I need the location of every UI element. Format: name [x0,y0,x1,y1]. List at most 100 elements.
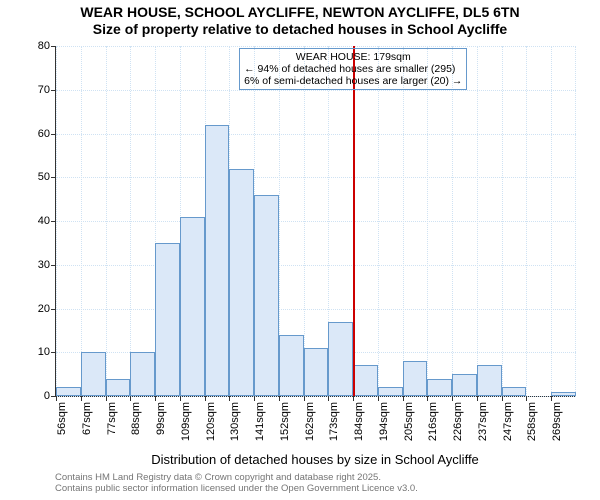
reference-line [353,46,355,396]
ytick-label: 50 [38,171,56,183]
histogram-bar [130,352,155,396]
attribution: Contains HM Land Registry data © Crown c… [55,472,418,495]
xtick-mark [81,396,82,401]
gridline-v [551,46,552,396]
attribution-line-2: Contains public sector information licen… [55,483,418,494]
gridline-v [427,46,428,396]
histogram-bar [180,217,205,396]
histogram-bar [279,335,304,396]
gridline-v [106,46,107,396]
xtick-mark [254,396,255,401]
histogram-bar [328,322,353,396]
histogram-bar [81,352,106,396]
xtick-mark [427,396,428,401]
xtick-label: 247sqm [502,402,514,441]
histogram-bar [353,365,378,396]
gridline-h [56,46,576,47]
xtick-mark [452,396,453,401]
title-line-2: Size of property relative to detached ho… [0,21,600,38]
xtick-mark [526,396,527,401]
xtick-label: 269sqm [551,402,563,441]
histogram-bar [56,387,81,396]
gridline-v [575,46,576,396]
gridline-h [56,177,576,178]
gridline-h [56,309,576,310]
xtick-label: 162sqm [304,402,316,441]
xtick-label: 99sqm [155,402,167,435]
xtick-label: 130sqm [229,402,241,441]
xtick-mark [229,396,230,401]
histogram-bar [155,243,180,396]
histogram-bar [229,169,254,397]
ytick-label: 60 [38,128,56,140]
gridline-v [452,46,453,396]
xtick-mark [205,396,206,401]
xtick-label: 216sqm [427,402,439,441]
xtick-mark [155,396,156,401]
xtick-label: 88sqm [130,402,142,435]
gridline-h [56,134,576,135]
histogram-bar [452,374,477,396]
chart-container: WEAR HOUSE, SCHOOL AYCLIFFE, NEWTON AYCL… [0,0,600,500]
ytick-label: 70 [38,84,56,96]
ytick-label: 0 [44,390,56,402]
xtick-mark [551,396,552,401]
ytick-label: 30 [38,259,56,271]
xtick-mark [130,396,131,401]
gridline-v [477,46,478,396]
histogram-bar [502,387,527,396]
xtick-label: 56sqm [56,402,68,435]
gridline-v [81,46,82,396]
gridline-h [56,265,576,266]
annotation-sub-2: 6% of semi-detached houses are larger (2… [244,75,462,87]
title-line-1: WEAR HOUSE, SCHOOL AYCLIFFE, NEWTON AYCL… [0,4,600,21]
xtick-mark [353,396,354,401]
xtick-label: 67sqm [81,402,93,435]
xtick-mark [477,396,478,401]
xtick-label: 173sqm [328,402,340,441]
xtick-mark [106,396,107,401]
xtick-mark [378,396,379,401]
plot-area: 0102030405060708056sqm67sqm77sqm88sqm99s… [55,46,576,397]
gridline-v [378,46,379,396]
xtick-label: 205sqm [403,402,415,441]
gridline-v [130,46,131,396]
histogram-bar [254,195,279,396]
histogram-bar [378,387,403,396]
histogram-bar [551,392,576,396]
gridline-v [56,46,57,396]
attribution-line-1: Contains HM Land Registry data © Crown c… [55,472,418,483]
xtick-mark [304,396,305,401]
histogram-bar [403,361,428,396]
gridline-v [502,46,503,396]
ytick-label: 20 [38,303,56,315]
xtick-label: 226sqm [452,402,464,441]
xtick-label: 184sqm [353,402,365,441]
xtick-label: 141sqm [254,402,266,441]
xtick-mark [279,396,280,401]
annotation-title: WEAR HOUSE: 179sqm [244,51,462,63]
xtick-label: 237sqm [477,402,489,441]
xtick-mark [56,396,57,401]
annotation-box: WEAR HOUSE: 179sqm← 94% of detached hous… [239,48,467,90]
xtick-label: 152sqm [279,402,291,441]
gridline-v [304,46,305,396]
histogram-bar [427,379,452,397]
xtick-mark [180,396,181,401]
ytick-label: 10 [38,346,56,358]
xtick-label: 77sqm [106,402,118,435]
xtick-mark [328,396,329,401]
xtick-mark [403,396,404,401]
ytick-label: 40 [38,215,56,227]
gridline-h [56,221,576,222]
xtick-mark [502,396,503,401]
gridline-v [526,46,527,396]
xtick-label: 120sqm [205,402,217,441]
annotation-sub-1: ← 94% of detached houses are smaller (29… [244,63,462,75]
gridline-h [56,396,576,397]
histogram-bar [304,348,329,396]
gridline-v [403,46,404,396]
xtick-label: 109sqm [180,402,192,441]
xtick-label: 258sqm [526,402,538,441]
xtick-label: 194sqm [378,402,390,441]
